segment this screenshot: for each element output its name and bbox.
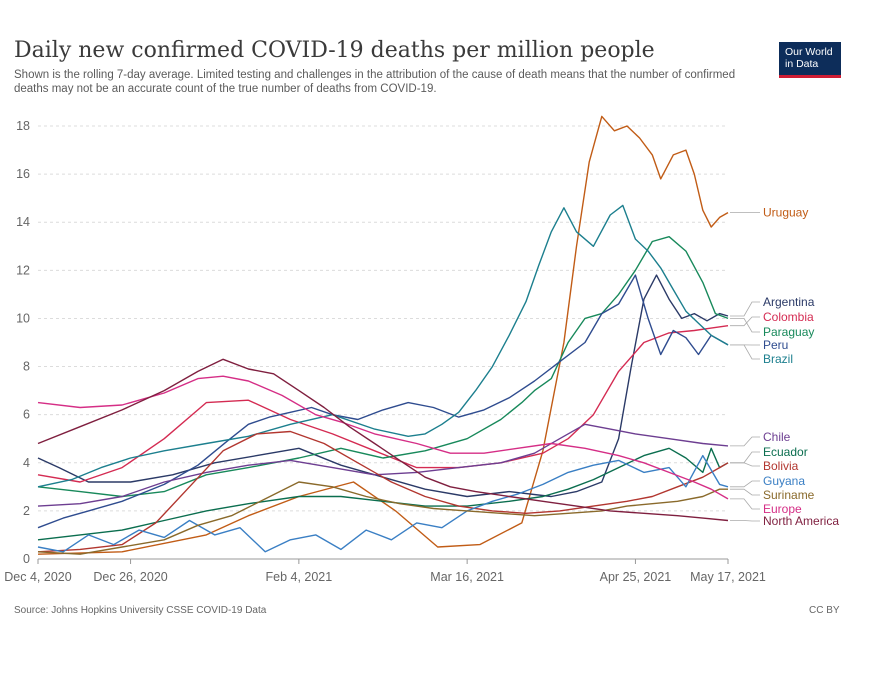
leader-line-argentina: [730, 301, 760, 317]
legend-label-colombia[interactable]: Colombia: [763, 310, 814, 324]
chart-title: Daily new confirmed COVID-19 deaths per …: [14, 38, 655, 63]
leader-line-bolivia: [730, 462, 760, 467]
y-tick-label: 2: [23, 504, 30, 518]
legend-label-argentina[interactable]: Argentina: [763, 295, 815, 309]
leader-line-colombia: [730, 316, 760, 327]
legend-label-peru[interactable]: Peru: [763, 338, 788, 352]
license-link[interactable]: CC BY: [809, 605, 840, 616]
line-chart: 0 2 4 6 8 10 12 14 16 18 Dec 4, 2020 Dec 26, 2020 Fe…: [4, 115, 839, 584]
y-tick-label: 16: [16, 167, 30, 181]
series-line-guyana[interactable]: [37, 454, 729, 553]
chart-subtitle: Shown is the rolling 7-day average. Limi…: [14, 69, 736, 95]
y-tick-label: 0: [23, 552, 30, 566]
y-tick-label: 10: [16, 311, 30, 325]
series-line-ecuador[interactable]: [37, 447, 729, 541]
series-line-peru[interactable]: [37, 274, 729, 529]
series-line-bolivia[interactable]: [37, 430, 729, 553]
leader-line-europe: [730, 498, 760, 510]
x-tick-label: Dec 26, 2020: [93, 570, 167, 584]
leader-line-north-america: [730, 520, 760, 522]
series-line-paraguay[interactable]: [37, 236, 729, 498]
source-note: Source: Johns Hopkins University CSSE CO…: [14, 605, 267, 616]
y-tick-label: 12: [16, 263, 30, 277]
x-tick-label: Dec 4, 2020: [4, 570, 71, 584]
x-tick-label: Mar 16, 2021: [430, 570, 504, 584]
legend-label-bolivia[interactable]: Bolivia: [763, 459, 799, 473]
series-line-europe[interactable]: [37, 375, 729, 500]
x-tick-label: May 17, 2021: [690, 570, 766, 584]
legend-label-ecuador[interactable]: Ecuador: [763, 445, 808, 459]
leader-line-paraguay: [730, 317, 760, 333]
owid-logo[interactable]: Our World in Data: [779, 42, 841, 78]
series-line-argentina[interactable]: [37, 274, 729, 498]
legend-label-chile[interactable]: Chile: [763, 430, 791, 444]
legend-label-europe[interactable]: Europe: [763, 502, 802, 516]
leader-line-guyana: [730, 480, 760, 488]
series-line-north-america[interactable]: [37, 358, 729, 522]
y-tick-label: 18: [16, 119, 30, 133]
x-tick-label: Feb 4, 2021: [265, 570, 332, 584]
legend-label-brazil[interactable]: Brazil: [763, 352, 793, 366]
y-tick-label: 8: [23, 360, 30, 374]
logo-line-1: Our World: [785, 46, 833, 58]
logo-line-2: in Data: [785, 58, 819, 70]
leader-line-chile: [730, 436, 760, 447]
legend-label-paraguay[interactable]: Paraguay: [763, 325, 814, 339]
legend-label-uruguay[interactable]: Uruguay: [763, 206, 808, 220]
legend-label-suriname[interactable]: Suriname: [763, 488, 815, 502]
series-line-chile[interactable]: [37, 423, 729, 507]
legend-label-north-america[interactable]: North America: [763, 514, 839, 528]
y-tick-label: 14: [16, 215, 30, 229]
leader-line-brazil: [730, 344, 760, 360]
series-line-uruguay[interactable]: [37, 115, 729, 555]
leader-line-ecuador: [730, 451, 760, 464]
y-tick-label: 4: [23, 456, 30, 470]
y-tick-label: 6: [23, 408, 30, 422]
series-line-suriname[interactable]: [37, 481, 728, 555]
series-line-brazil[interactable]: [37, 204, 729, 488]
leader-line-suriname: [730, 488, 760, 496]
legend-label-guyana[interactable]: Guyana: [763, 474, 805, 488]
x-tick-label: Apr 25, 2021: [600, 570, 672, 584]
